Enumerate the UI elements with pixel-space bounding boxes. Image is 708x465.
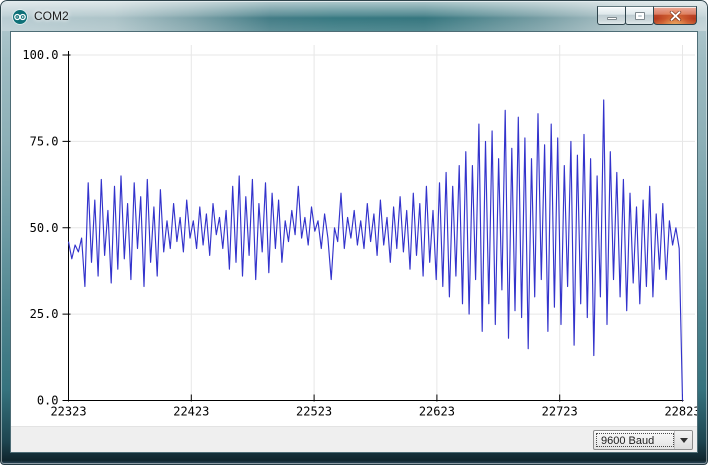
svg-text:22823: 22823 <box>664 405 697 419</box>
minimize-icon <box>606 17 617 20</box>
svg-text:0.0: 0.0 <box>37 394 59 408</box>
baud-rate-select[interactable]: 9600 Baud <box>593 430 693 450</box>
close-icon <box>669 10 681 21</box>
svg-text:100.0: 100.0 <box>22 48 58 62</box>
titlebar[interactable]: COM2 <box>2 2 706 31</box>
svg-text:22623: 22623 <box>419 405 455 419</box>
status-bar: 9600 Baud <box>11 426 697 452</box>
arduino-icon <box>12 9 28 25</box>
plot-client-area: 100.0 75.0 50.0 25.0 0.0 22323 22423 22523 22623… <box>10 31 698 453</box>
svg-text:50.0: 50.0 <box>30 221 59 235</box>
window-title: COM2 <box>34 9 69 23</box>
svg-text:25.0: 25.0 <box>30 307 59 321</box>
svg-text:22523: 22523 <box>296 405 332 419</box>
baud-rate-value: 9600 Baud <box>596 433 674 447</box>
maximize-icon <box>634 11 645 20</box>
svg-text:22323: 22323 <box>50 405 86 419</box>
dropdown-arrow-icon <box>674 431 692 449</box>
svg-text:75.0: 75.0 <box>30 134 59 148</box>
window-controls <box>597 6 697 25</box>
svg-text:22723: 22723 <box>542 405 578 419</box>
svg-text:22423: 22423 <box>173 405 209 419</box>
close-button[interactable] <box>653 6 697 25</box>
minimize-button[interactable] <box>597 6 626 25</box>
maximize-button[interactable] <box>625 6 654 25</box>
